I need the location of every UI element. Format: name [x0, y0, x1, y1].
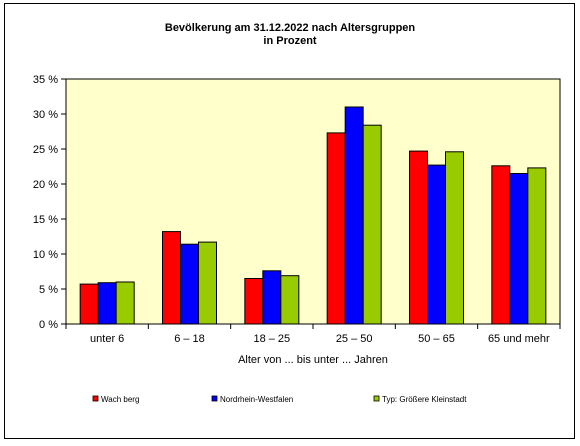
legend-label: Typ: Größere Kleinstadt: [382, 395, 467, 404]
y-tick-label: 0 %: [39, 319, 58, 331]
bar: [509, 173, 529, 325]
x-tick-label: 65 und mehr: [488, 333, 550, 345]
x-tick-label: 50 – 65: [418, 333, 455, 345]
bar: [180, 243, 199, 325]
y-tick-label: 30 %: [33, 109, 58, 121]
y-tick-label: 5 %: [39, 284, 58, 296]
bar: [244, 278, 264, 325]
y-tick-label: 15 %: [33, 214, 58, 226]
y-tick-label: 10 %: [33, 249, 58, 261]
chart-title-line1: Bevölkerung am 31.12.2022 nach Altersgru…: [164, 22, 416, 34]
bar: [326, 132, 346, 325]
legend-swatch: [373, 395, 380, 402]
bar: [409, 150, 428, 325]
x-tick-label: unter 6: [90, 333, 124, 345]
bars-group: [79, 106, 547, 325]
y-tick-label: 25 %: [33, 144, 58, 156]
bar: [262, 270, 282, 325]
bar: [115, 281, 135, 325]
x-axis-label: Alter von ... bis unter ... Jahren: [238, 354, 388, 366]
bar: [97, 282, 117, 325]
bar: [198, 241, 217, 325]
chart-title: Bevölkerung am 31.12.2022 nach Altersgru…: [0, 22, 580, 48]
bar: [491, 165, 511, 325]
x-tick-label: 18 – 25: [253, 333, 290, 345]
bar: [79, 283, 99, 325]
bar: [445, 151, 464, 325]
x-axis: unter 6 6 – 18 18 – 25 25 – 50 50 – 65 65 und…: [65, 323, 561, 345]
y-tick-label: 35 %: [33, 74, 58, 86]
legend-label: Wach berg: [101, 395, 139, 404]
legend-label: Nordrhein-Westfalen: [220, 395, 293, 404]
legend: Wach berg Nordrhein-Westfalen Typ: Größere…: [92, 395, 467, 404]
bar: [427, 164, 446, 325]
y-axis: 0 % 5 % 10 % 15 % 20 % 25 % 30 % 35 %: [33, 74, 67, 331]
plot-background: [65, 78, 561, 325]
bar: [162, 231, 181, 325]
bar: [344, 106, 364, 325]
y-tick-label: 20 %: [33, 179, 58, 191]
x-tick-label: 6 – 18: [174, 333, 205, 345]
legend-swatch: [211, 395, 218, 402]
chart-title-line2: in Prozent: [263, 35, 317, 47]
bar: [280, 275, 300, 325]
plot-area: [65, 78, 561, 325]
x-tick-label: 25 – 50: [336, 333, 373, 345]
legend-swatch: [92, 395, 99, 402]
bar: [527, 167, 547, 325]
bar: [362, 124, 382, 325]
